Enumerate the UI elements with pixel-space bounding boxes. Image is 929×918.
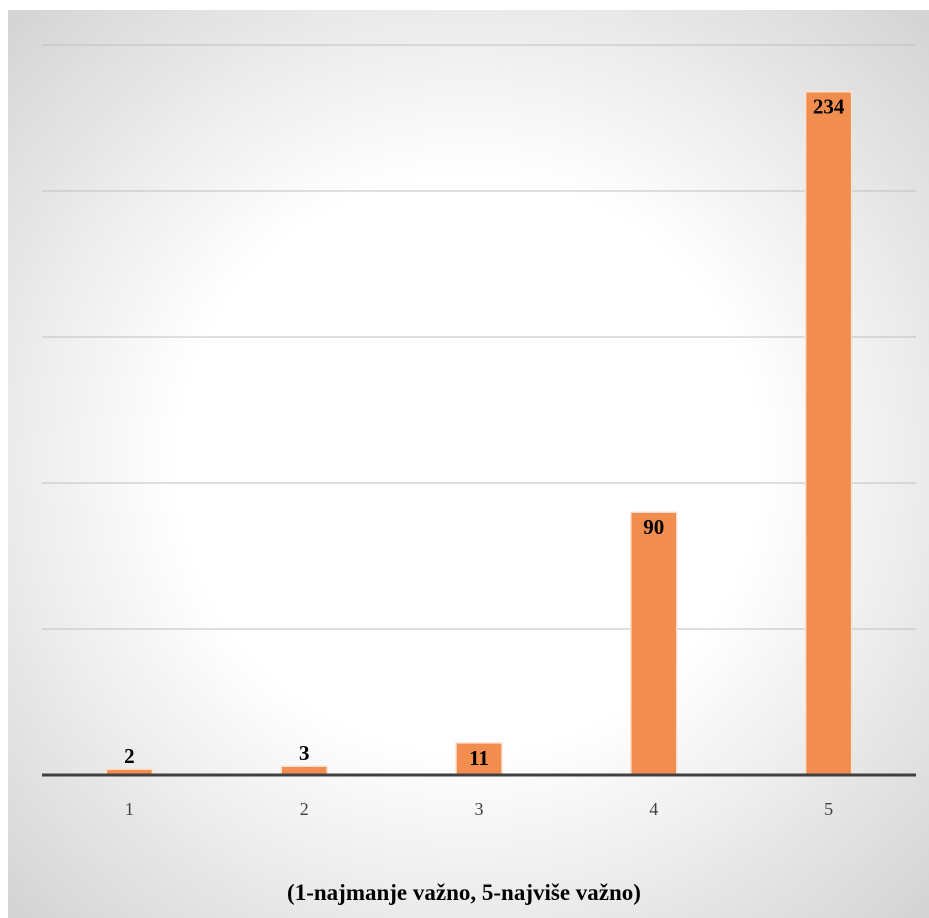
data-label-1: 2 [124, 744, 135, 768]
data-label-4: 90 [643, 515, 664, 539]
data-label-3: 11 [469, 746, 489, 770]
data-label-2: 3 [299, 741, 310, 765]
data-labels: 2 3 11 90 234 [124, 95, 845, 770]
x-tick-label-5: 5 [824, 799, 833, 819]
x-axis-title: (1-najmanje važno, 5-najviše važno) [287, 880, 641, 905]
gridlines [42, 44, 916, 630]
x-tick-label-4: 4 [649, 799, 658, 819]
bar-5 [804, 90, 853, 776]
bar-4 [630, 511, 678, 776]
x-tick-labels: 1 2 3 4 5 [125, 799, 833, 819]
x-tick-label-2: 2 [300, 799, 309, 819]
data-label-5: 234 [813, 95, 845, 119]
x-tick-label-1: 1 [125, 799, 134, 819]
chart-background [8, 10, 929, 918]
x-tick-label-3: 3 [475, 799, 484, 819]
